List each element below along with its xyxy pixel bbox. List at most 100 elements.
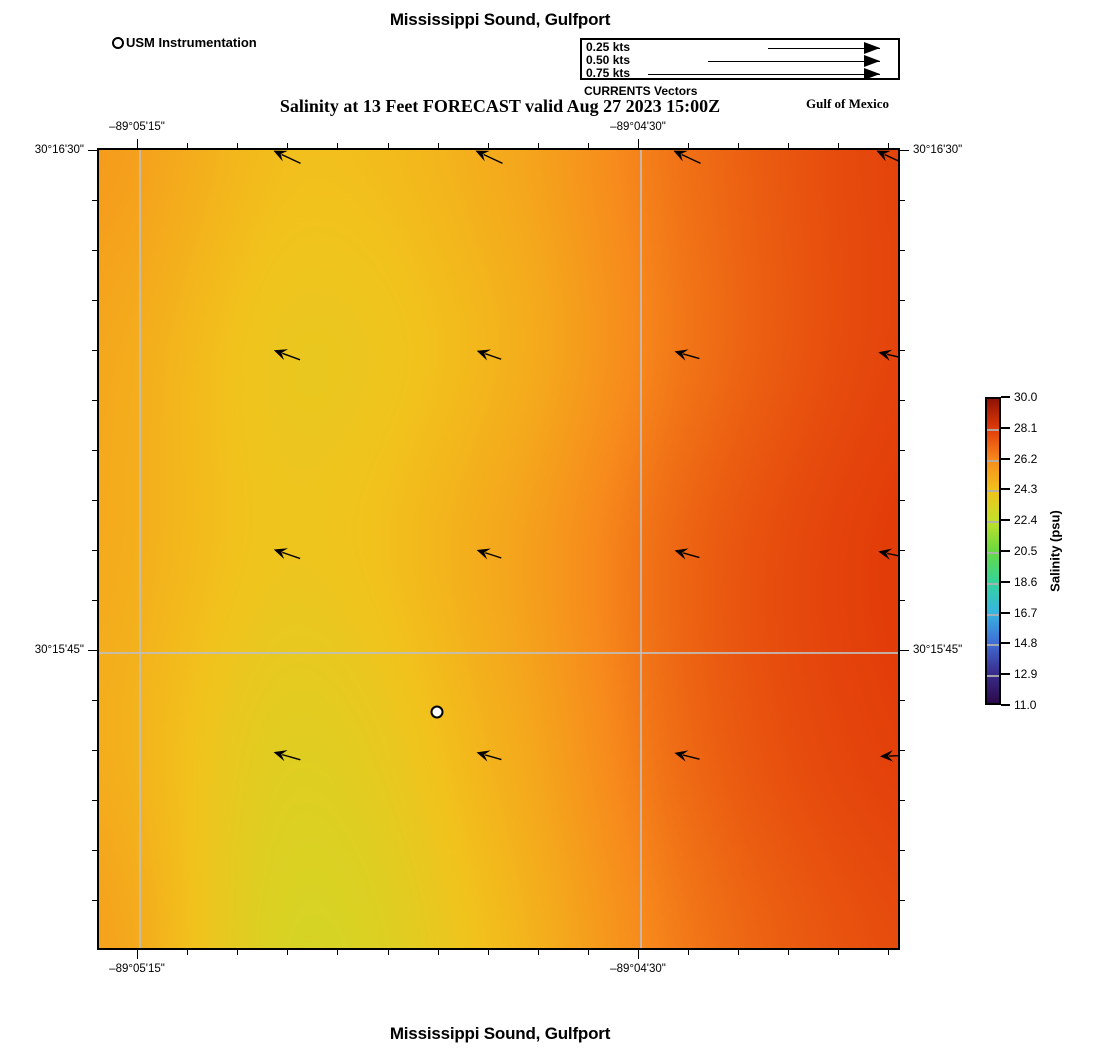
axis-tick: [900, 650, 909, 651]
axis-tick: [88, 150, 97, 151]
colorbar-tick: [1001, 426, 1010, 429]
colorbar-segment-divider: [987, 613, 999, 616]
colorbar-tick: [1001, 642, 1010, 645]
axis-tick: [137, 139, 138, 148]
colorbar-tick-label: 12.9: [1014, 667, 1038, 682]
colorbar-tick: [1001, 457, 1010, 460]
colorbar-tick-label: 14.8: [1014, 636, 1038, 651]
longitude-tick-label-top: –89°05'15": [109, 121, 165, 133]
axis-tick: [588, 950, 589, 955]
axis-tick: [237, 950, 238, 955]
latitude-tick-label-left: 30°15'45": [34, 644, 84, 656]
salinity-map[interactable]: [88, 139, 909, 959]
colorbar-tick-label: 28.1: [1014, 420, 1038, 435]
current-vector-arrow-icon: [670, 150, 703, 170]
axis-tick: [438, 950, 439, 955]
colorbar-segment-divider: [987, 490, 999, 493]
axis-tick: [888, 950, 889, 955]
axis-tick: [888, 143, 889, 148]
axis-tick: [538, 950, 539, 955]
colorbar-tick-label: 11.0: [1014, 698, 1037, 712]
circle-outline-icon: [112, 36, 124, 49]
colorbar-gradient: [987, 399, 999, 703]
vector-shaft: [768, 48, 880, 49]
page-title-bottom: Mississippi Sound, Gulfport: [389, 1024, 611, 1043]
axis-tick: [92, 250, 97, 251]
axis-tick: [488, 950, 489, 955]
axis-tick: [92, 850, 97, 851]
axis-tick: [137, 950, 138, 959]
axis-tick: [388, 143, 389, 148]
vector-legend-row: 0.75 kts: [582, 66, 898, 81]
chart-subtitle: Salinity at 13 Feet FORECAST valid Aug 2…: [279, 96, 721, 116]
longitude-tick-label-bottom: –89°04'30": [610, 963, 666, 975]
axis-tick: [900, 250, 905, 251]
usm-instrumentation-key: USM Instrumentation: [112, 36, 257, 49]
axis-tick: [287, 950, 288, 955]
colorbar-segment-divider: [987, 521, 999, 524]
gridline-vertical: [640, 150, 642, 948]
axis-tick: [187, 143, 188, 148]
axis-tick: [900, 200, 905, 201]
colorbar-segment-divider: [987, 459, 999, 462]
colorbar-segment-divider: [987, 552, 999, 554]
current-vector-arrow-icon: [271, 543, 302, 565]
axis-tick: [788, 950, 789, 955]
axis-tick: [92, 550, 97, 551]
axis-tick: [900, 600, 905, 601]
salinity-colorbar[interactable]: [985, 397, 1001, 705]
axis-tick: [738, 950, 739, 955]
gulf-of-mexico-label: Gulf of Mexico: [806, 96, 890, 111]
current-vector-arrow-icon: [877, 345, 898, 364]
axis-tick: [388, 950, 389, 955]
axis-tick: [92, 300, 97, 301]
colorbar-tick: [1001, 611, 1010, 614]
page-title-top: Mississippi Sound, Gulfport: [389, 10, 611, 29]
salinity-field-canvas: [99, 150, 898, 948]
current-vector-arrow-icon: [673, 746, 702, 766]
vector-legend-label: 0.50 kts: [586, 53, 631, 67]
vector-shaft: [648, 74, 880, 75]
colorbar-tick: [1001, 550, 1010, 552]
axis-tick: [488, 143, 489, 148]
colorbar-segment-divider: [987, 428, 999, 431]
axis-tick: [900, 800, 905, 801]
axis-tick: [688, 950, 689, 955]
current-vector-arrow-icon: [271, 344, 302, 367]
current-vector-arrow-icon: [475, 746, 504, 767]
current-vector-arrow-icon: [673, 345, 702, 366]
colorbar-tick-label: 16.7: [1014, 605, 1038, 620]
colorbar-bar: [985, 397, 1001, 705]
axis-tick: [900, 700, 905, 701]
axis-tick: [900, 300, 905, 301]
colorbar-segment-divider: [987, 644, 999, 647]
axis-tick: [538, 143, 539, 148]
latitude-tick-label-left: 30°16'30": [34, 144, 84, 156]
latitude-tick-label-right: 30°15'45": [913, 644, 963, 656]
axis-tick: [92, 400, 97, 401]
colorbar-tick-label: 26.2: [1014, 451, 1038, 466]
axis-tick: [588, 143, 589, 148]
colorbar-tick: [1001, 396, 1010, 398]
axis-tick: [92, 900, 97, 901]
axis-tick: [187, 950, 188, 955]
current-vector-arrow-icon: [673, 544, 702, 565]
axis-tick: [337, 143, 338, 148]
colorbar-tick: [1001, 704, 1010, 706]
salinity-field: [97, 148, 900, 950]
vector-legend-label: 0.75 kts: [586, 66, 631, 80]
colorbar-tick-label: 22.4: [1014, 513, 1038, 528]
usm-station-marker[interactable]: [430, 705, 444, 719]
axis-tick: [438, 143, 439, 148]
axis-tick: [900, 900, 905, 901]
current-vector-arrow-icon: [272, 745, 303, 766]
axis-tick: [738, 143, 739, 148]
vector-legend-label: 0.25 kts: [586, 40, 631, 54]
current-vector-arrow-icon: [472, 150, 505, 170]
axis-tick: [900, 750, 905, 751]
axis-tick: [900, 550, 905, 551]
axis-tick: [88, 650, 97, 651]
colorbar-tick-label: 20.5: [1014, 544, 1038, 558]
current-vector-arrow-icon: [474, 543, 503, 564]
colorbar-tick-label: 30.0: [1014, 390, 1038, 404]
